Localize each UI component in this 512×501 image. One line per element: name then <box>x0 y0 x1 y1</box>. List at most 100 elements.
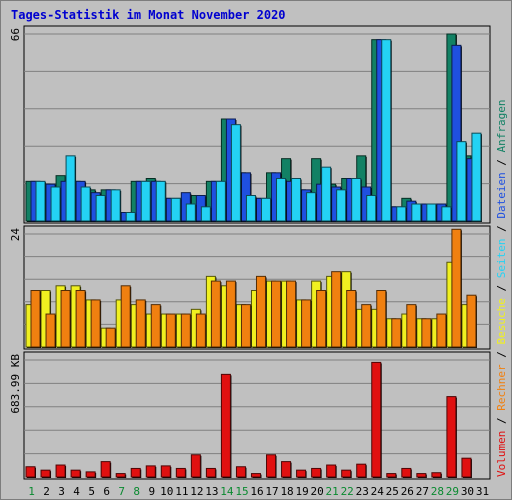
bar-seiten <box>291 178 302 222</box>
bar-rechner <box>391 318 402 348</box>
bar-volumen <box>40 469 51 478</box>
bar-rechner <box>120 285 131 348</box>
bar-rechner <box>60 290 71 348</box>
bar-volumen <box>386 473 397 478</box>
x-tick-label: 11 <box>175 485 188 498</box>
x-tick-label: 3 <box>58 485 65 498</box>
bar-seiten <box>215 180 226 222</box>
bar-rechner <box>210 280 221 348</box>
bar-seiten <box>50 186 61 222</box>
bar-seiten <box>245 195 256 222</box>
x-tick-label: 24 <box>371 485 385 498</box>
bar-volumen <box>205 467 216 478</box>
bar-seiten <box>170 197 181 222</box>
x-tick-label: 16 <box>250 485 263 498</box>
bar-rechner <box>451 228 462 348</box>
bar-seiten <box>80 186 91 222</box>
legend-entry-rechner: Rechner <box>495 364 508 411</box>
bar-volumen <box>431 472 442 478</box>
bar-seiten <box>65 155 76 222</box>
bar-rechner <box>105 327 116 348</box>
x-tick-label: 28 <box>431 485 444 498</box>
bar-rechner <box>346 290 357 348</box>
bar-rechner <box>316 290 327 348</box>
bar-seiten <box>366 195 377 222</box>
bar-rechner <box>225 280 236 348</box>
x-tick-label: 1 <box>28 485 35 498</box>
bar-volumen <box>446 396 457 478</box>
legend-entry-seiten: Seiten <box>495 239 508 279</box>
legend-entry-besuche: Besuche <box>495 298 508 344</box>
y-max-label: 683.99 KB <box>9 354 22 414</box>
bar-seiten <box>230 124 241 222</box>
legend-separator: / <box>495 345 508 365</box>
bar-rechner <box>421 318 432 348</box>
legend-separator: / <box>495 278 508 298</box>
bar-seiten <box>260 197 271 222</box>
bar-volumen <box>371 361 382 478</box>
bar-seiten <box>110 189 121 222</box>
x-tick-label: 13 <box>205 485 218 498</box>
chart-title: Tages-Statistik im Monat November 2020 <box>11 8 286 22</box>
bar-seiten <box>411 203 422 222</box>
x-tick-label: 20 <box>311 485 324 498</box>
bar-seiten <box>321 166 332 222</box>
bar-seiten <box>351 178 362 222</box>
bar-seiten <box>276 178 287 222</box>
bar-seiten <box>441 206 452 222</box>
bar-rechner <box>466 294 477 348</box>
x-tick-label: 15 <box>235 485 248 498</box>
y-max-label: 24 <box>9 228 22 242</box>
bar-volumen <box>190 454 201 478</box>
bar-rechner <box>286 280 297 348</box>
x-tick-label: 30 <box>461 485 474 498</box>
bar-rechner <box>301 299 312 348</box>
bar-rechner <box>150 304 161 348</box>
bar-rechner <box>180 313 191 348</box>
bar-seiten <box>456 141 467 222</box>
bar-seiten <box>125 212 136 222</box>
bar-volumen <box>145 465 156 478</box>
bar-seiten <box>185 203 196 222</box>
x-tick-label: 7 <box>118 485 125 498</box>
x-tick-label: 14 <box>220 485 234 498</box>
x-tick-label: 26 <box>401 485 414 498</box>
bar-rechner <box>165 313 176 348</box>
bar-volumen <box>115 473 126 478</box>
bar-volumen <box>100 461 111 478</box>
x-tick-label: 17 <box>265 485 278 498</box>
x-tick-label: 18 <box>280 485 293 498</box>
bar-volumen <box>401 467 412 478</box>
x-tick-label: 5 <box>88 485 95 498</box>
legend-entry-volumen: Volumen <box>495 431 508 477</box>
bar-rechner <box>75 290 86 348</box>
x-tick-label: 27 <box>416 485 429 498</box>
bar-seiten <box>140 180 151 222</box>
x-tick-label: 12 <box>190 485 203 498</box>
legend-separator: / <box>495 152 508 172</box>
legend-entry-anfragen: Anfragen <box>495 99 508 152</box>
x-tick-label: 4 <box>73 485 80 498</box>
bar-rechner <box>406 304 417 348</box>
bar-rechner <box>436 313 447 348</box>
bar-volumen <box>416 473 427 478</box>
bar-rechner <box>30 290 41 348</box>
bar-rechner <box>45 313 56 348</box>
x-tick-label: 10 <box>160 485 173 498</box>
bar-volumen <box>296 469 307 478</box>
bar-rechner <box>195 313 206 348</box>
bar-volumen <box>356 463 367 478</box>
x-tick-label: 29 <box>446 485 459 498</box>
bar-rechner <box>135 299 146 348</box>
bar-volumen <box>326 464 337 478</box>
x-tick-label: 8 <box>133 485 140 498</box>
bar-volumen <box>130 467 141 478</box>
x-tick-label: 22 <box>341 485 354 498</box>
x-tick-label: 21 <box>326 485 339 498</box>
y-max-label: 66 <box>9 28 22 41</box>
x-tick-label: 23 <box>356 485 369 498</box>
x-tick-label: 9 <box>148 485 155 498</box>
x-tick-label: 31 <box>476 485 489 498</box>
bar-volumen <box>160 465 171 478</box>
